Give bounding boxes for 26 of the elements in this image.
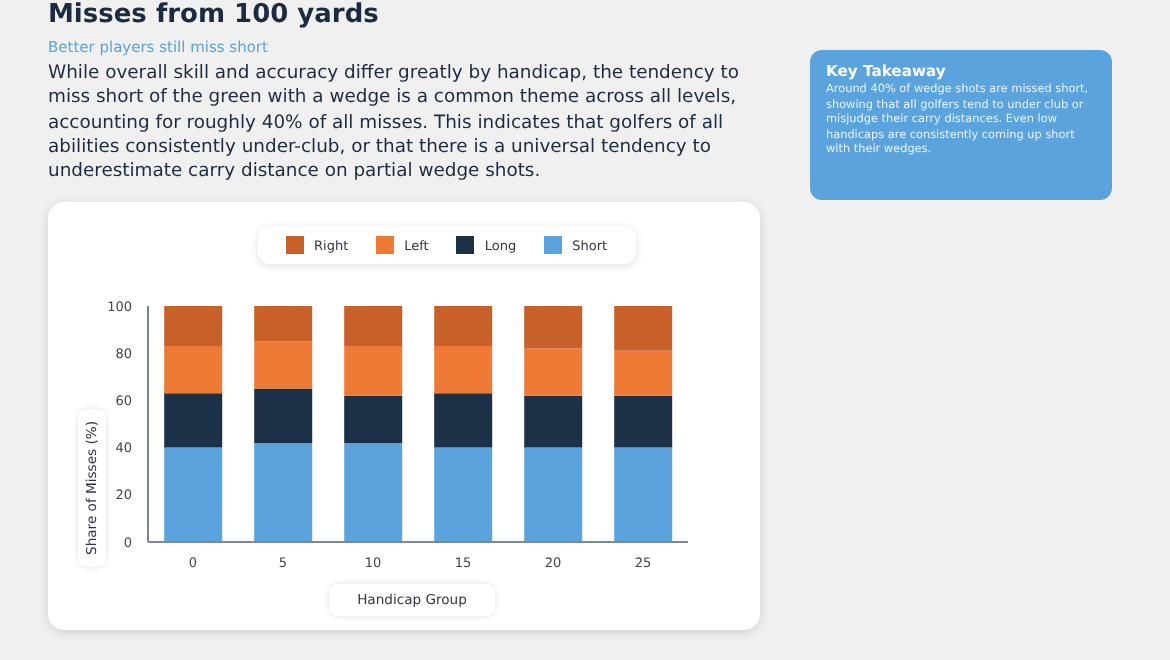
bar [164, 346, 223, 394]
bar [254, 388, 313, 443]
bar [524, 447, 583, 542]
bar [434, 393, 493, 448]
bar [524, 306, 583, 349]
bar [164, 393, 223, 448]
bar [434, 447, 493, 542]
bar [344, 442, 403, 542]
bar [254, 341, 313, 389]
bar [344, 306, 403, 347]
bar [254, 442, 313, 542]
bar [344, 395, 403, 443]
bar [524, 395, 583, 448]
bar [434, 306, 493, 347]
bar [524, 348, 583, 396]
text: While overall skill and accuracy differ greatly by handicap, the tendency to miss short of the green with a wedge is a common theme across all levels, accounting for roughly 40% of all misses. This indicates that golfers of all abilities consistently under-club, or that there is a universal tendency to underestimate carry distance on partial wedge shots. [48, 62, 741, 185]
bar [614, 350, 673, 396]
bar [164, 447, 223, 542]
bar [344, 346, 403, 396]
bar [614, 395, 673, 448]
bar [164, 306, 223, 347]
bar [614, 306, 673, 351]
chart-title: Misses from 100 yards [48, 0, 379, 30]
bar [614, 447, 673, 542]
bar [254, 306, 313, 342]
bar [434, 346, 493, 394]
